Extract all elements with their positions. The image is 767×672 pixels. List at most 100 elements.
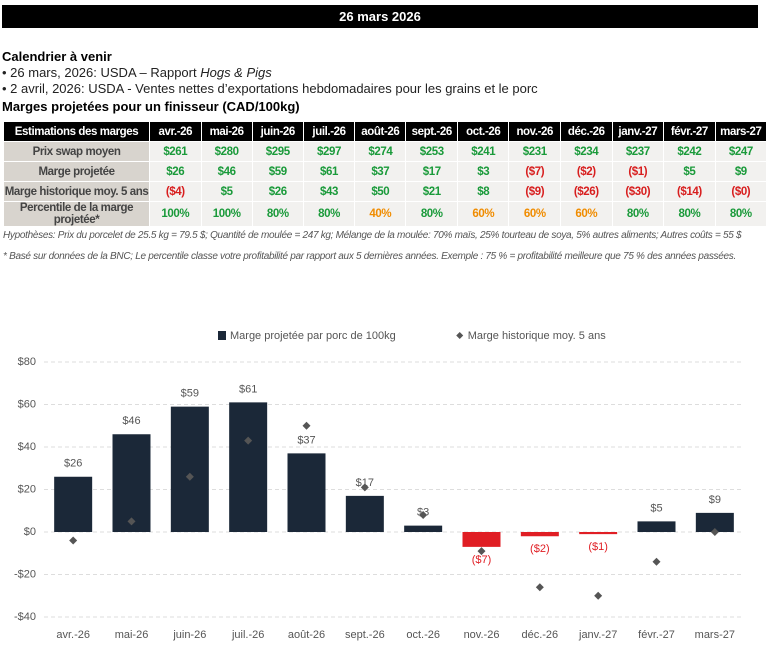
table-header: mai-26 bbox=[200, 121, 253, 142]
x-tick-label: août-26 bbox=[288, 629, 325, 641]
chart: -$40 -$20 $0 $20 $40 $60 $80 avr.-26 mai-26 juin-… bbox=[14, 330, 744, 641]
bar bbox=[695, 512, 734, 532]
table-cell: $231 bbox=[508, 141, 561, 162]
point bbox=[652, 557, 661, 566]
table-header: mars-27 bbox=[714, 121, 767, 142]
y-tick-label: -$20 bbox=[14, 568, 36, 580]
table-cell: ($9) bbox=[508, 181, 561, 202]
point bbox=[302, 421, 311, 430]
bar bbox=[112, 434, 151, 532]
x-tick-label: sept.-26 bbox=[345, 629, 385, 641]
table-title: Marges projetées pour un finisseur (CAD/… bbox=[2, 99, 300, 114]
table-cell: $43 bbox=[302, 181, 356, 202]
legend-swatch bbox=[456, 332, 464, 339]
table-cell: $37 bbox=[354, 161, 407, 182]
table-cell: $46 bbox=[200, 161, 253, 182]
value-label: $61 bbox=[239, 383, 257, 395]
calendar-item: • 26 mars, 2026: USDA – Rapport bbox=[2, 65, 201, 80]
bar bbox=[579, 532, 618, 535]
bar bbox=[637, 521, 676, 532]
table-cell: $9 bbox=[714, 161, 767, 182]
point bbox=[244, 436, 253, 445]
table-cell: $242 bbox=[663, 141, 716, 162]
table-cell: ($7) bbox=[508, 161, 561, 182]
calendar-item: • 2 avril, 2026: USDA - Ventes nettes d’… bbox=[2, 81, 538, 96]
table-cell: $297 bbox=[302, 141, 356, 162]
value-label: $37 bbox=[297, 434, 315, 446]
y-tick-label: -$40 bbox=[14, 611, 36, 623]
table-cell: $17 bbox=[405, 161, 459, 182]
table-cell: $8 bbox=[457, 181, 510, 202]
point bbox=[594, 591, 603, 600]
table-cell: 80% bbox=[251, 201, 304, 227]
table-cell: ($30) bbox=[611, 181, 665, 202]
table-cell: $274 bbox=[354, 141, 407, 162]
table-cell: ($14) bbox=[663, 181, 716, 202]
y-tick-label: $80 bbox=[18, 356, 36, 368]
table-cell: $59 bbox=[251, 161, 304, 182]
value-label: ($7) bbox=[472, 554, 492, 566]
bar bbox=[54, 476, 93, 532]
x-tick-label: juil.-26 bbox=[231, 629, 264, 641]
table-cell: $5 bbox=[663, 161, 716, 182]
table-row: Marge historique moy. 5 ans ($4) $5 $26 $43 $… bbox=[2, 181, 767, 202]
point bbox=[477, 547, 486, 556]
value-label: $59 bbox=[181, 388, 199, 400]
x-tick-label: mars-27 bbox=[695, 629, 735, 641]
table-cell: $50 bbox=[354, 181, 407, 202]
x-tick-label: avr.-26 bbox=[56, 629, 90, 641]
table-header: juin-26 bbox=[251, 121, 304, 142]
table-cell: 60% bbox=[457, 201, 510, 227]
date-header: 26 mars 2026 bbox=[2, 5, 758, 28]
value-label: $9 bbox=[709, 494, 721, 506]
row-label: Marge historique moy. 5 ans bbox=[2, 181, 151, 202]
table-cell: $280 bbox=[200, 141, 253, 162]
point bbox=[69, 536, 78, 545]
point bbox=[360, 483, 369, 492]
note: * Basé sur données de la BNC; Le percent… bbox=[3, 251, 736, 262]
table-cell: $21 bbox=[405, 181, 459, 202]
bar bbox=[520, 532, 559, 537]
table-header: sept.-26 bbox=[405, 121, 459, 142]
bar bbox=[462, 532, 501, 547]
table-cell: ($1) bbox=[611, 161, 665, 182]
table-cell: $295 bbox=[251, 141, 304, 162]
value-label: $17 bbox=[356, 477, 374, 489]
table-cell: ($4) bbox=[149, 181, 202, 202]
table-header: nov.-26 bbox=[508, 121, 561, 142]
table-cell: 80% bbox=[405, 201, 459, 227]
row-label: Prix swap moyen bbox=[2, 141, 151, 162]
table-cell: $3 bbox=[457, 161, 510, 182]
row-label: Percentile de la marge projetée* bbox=[2, 201, 151, 227]
row-label: Marge projetée bbox=[2, 161, 151, 182]
table-cell: $234 bbox=[560, 141, 613, 162]
table-cell: $26 bbox=[251, 181, 304, 202]
table-header: avr.-26 bbox=[149, 121, 202, 142]
x-tick-label: oct.-26 bbox=[406, 629, 440, 641]
bar bbox=[170, 406, 209, 532]
x-tick-label: juin-26 bbox=[172, 629, 206, 641]
table-header: janv.-27 bbox=[611, 121, 665, 142]
table-cell: ($0) bbox=[714, 181, 767, 202]
value-label: $26 bbox=[64, 458, 82, 470]
table-header: févr.-27 bbox=[663, 121, 716, 142]
point bbox=[185, 472, 194, 481]
table-cell: $261 bbox=[149, 141, 202, 162]
point bbox=[127, 517, 136, 526]
x-tick-label: févr.-27 bbox=[638, 629, 675, 641]
calendar-emphasis: Hogs & Pigs bbox=[200, 65, 272, 80]
table-cell: $241 bbox=[457, 141, 510, 162]
value-label: $46 bbox=[122, 415, 140, 427]
x-tick-label: nov.-26 bbox=[464, 629, 500, 641]
bar bbox=[404, 525, 443, 532]
bar bbox=[229, 402, 268, 532]
x-tick-label: déc.-26 bbox=[521, 629, 558, 641]
value-label: ($1) bbox=[588, 541, 608, 553]
table-header: juil.-26 bbox=[302, 121, 356, 142]
legend-label: Marge projetée par porc de 100kg bbox=[230, 330, 396, 342]
table-cell: 80% bbox=[663, 201, 716, 227]
table-header: déc.-26 bbox=[560, 121, 613, 142]
table-header: août-26 bbox=[354, 121, 407, 142]
table-cell: ($26) bbox=[560, 181, 613, 202]
